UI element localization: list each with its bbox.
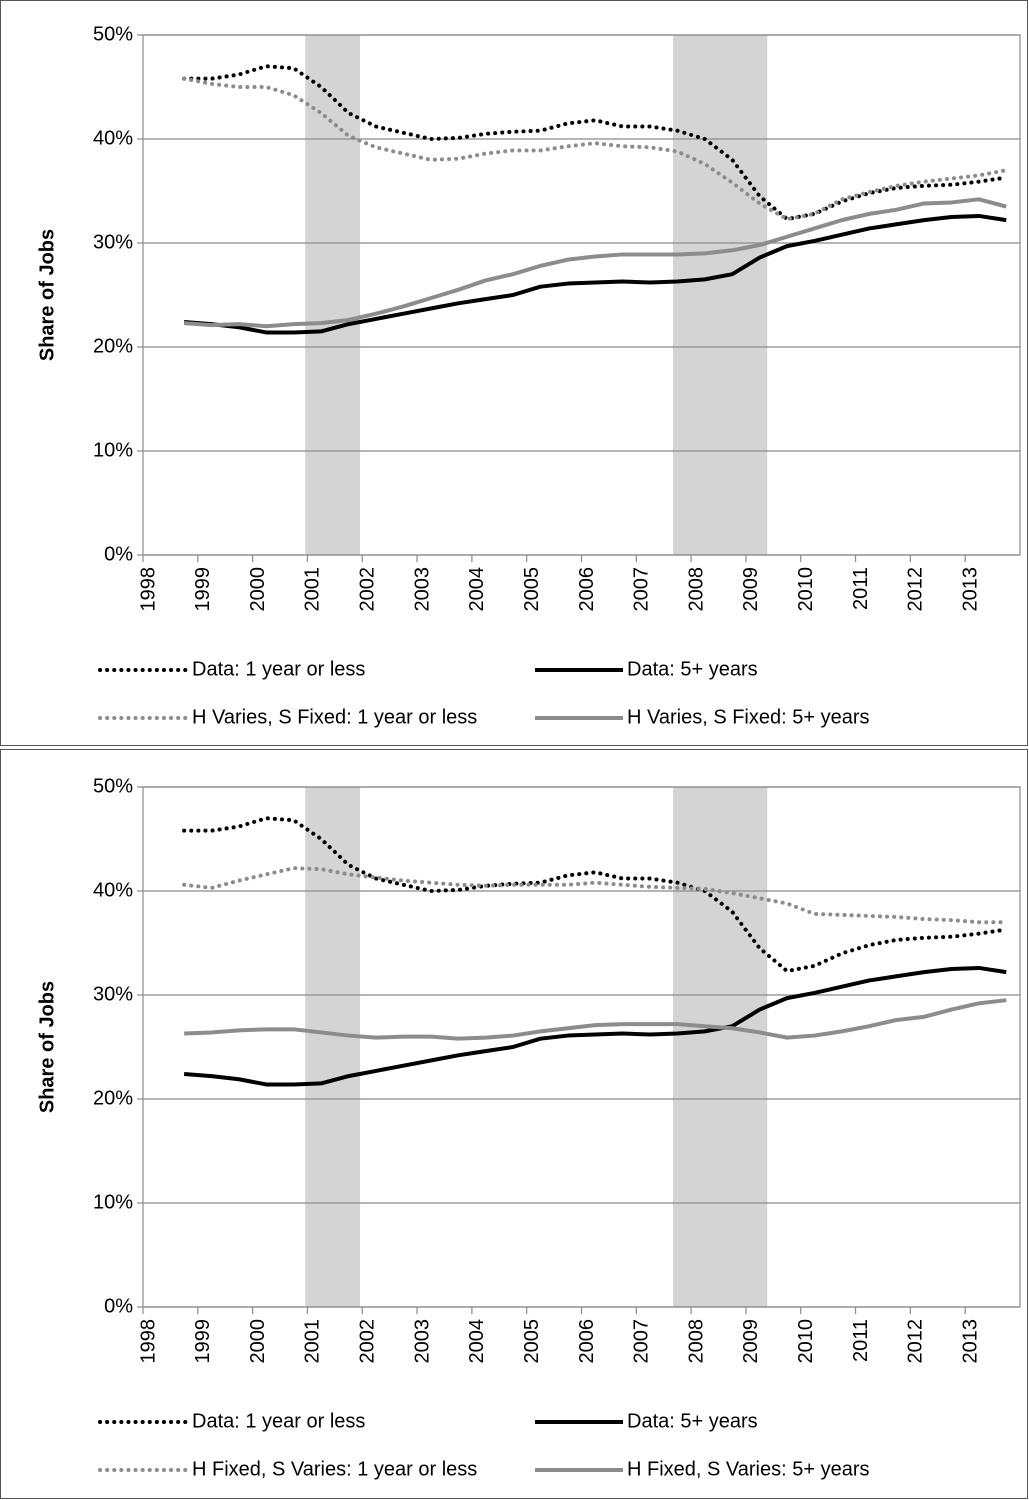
y-tick-label: 40% xyxy=(93,127,133,149)
recession-band xyxy=(673,35,768,555)
x-tick-label: 2006 xyxy=(576,567,598,612)
x-tick-label: 2007 xyxy=(631,1319,653,1364)
legend-label: H Fixed, S Varies: 1 year or less xyxy=(192,1458,477,1480)
y-tick-label: 40% xyxy=(93,879,133,901)
plot-frame xyxy=(142,786,1021,1308)
x-tick-label: 2001 xyxy=(302,567,324,612)
x-tick-label: 2010 xyxy=(795,1319,817,1364)
panel-frame xyxy=(0,0,1028,746)
x-tick-label: 2000 xyxy=(247,1319,269,1364)
x-tick-label: 2012 xyxy=(905,1319,927,1364)
x-tick-label: 2000 xyxy=(247,567,269,612)
x-tick-label: 2009 xyxy=(740,1319,762,1364)
legend-label: H Varies, S Fixed: 1 year or less xyxy=(192,706,477,728)
series-line xyxy=(183,197,1007,329)
y-tick-label: 30% xyxy=(93,983,133,1005)
series-line xyxy=(182,816,1009,974)
x-tick-label: 2008 xyxy=(685,1319,707,1364)
x-tick-label: 1999 xyxy=(192,1319,214,1364)
x-tick-label: 2002 xyxy=(357,567,379,612)
x-tick-label: 2002 xyxy=(357,1319,379,1364)
x-tick-label: 1999 xyxy=(192,567,214,612)
legend-label: H Fixed, S Varies: 5+ years xyxy=(627,1458,870,1480)
x-tick-label: 2005 xyxy=(521,1319,543,1364)
series-line xyxy=(184,998,1007,1041)
legend-label: Data: 1 year or less xyxy=(192,658,365,680)
y-tick-label: 0% xyxy=(104,543,133,565)
x-tick-label: 2001 xyxy=(302,1319,324,1364)
legend-label: Data: 1 year or less xyxy=(192,1410,365,1432)
y-tick-label: 0% xyxy=(104,1295,133,1317)
y-tick-label: 10% xyxy=(93,1191,133,1213)
y-tick-label: 10% xyxy=(93,439,133,461)
y-tick-label: 20% xyxy=(93,335,133,357)
y-tick-label: 20% xyxy=(93,1087,133,1109)
x-tick-label: 1998 xyxy=(137,1319,159,1364)
x-tick-label: 2006 xyxy=(576,1319,598,1364)
x-tick-label: 2013 xyxy=(959,1319,981,1364)
legend-label: Data: 5+ years xyxy=(627,658,758,680)
recession-band xyxy=(673,787,768,1307)
legend-label: H Varies, S Fixed: 5+ years xyxy=(627,706,870,728)
x-tick-label: 2011 xyxy=(850,567,872,610)
x-tick-label: 2003 xyxy=(411,567,433,612)
y-tick-label: 30% xyxy=(93,231,133,253)
y-tick-label: 50% xyxy=(93,23,133,45)
plot-frame xyxy=(142,34,1021,556)
y-axis-label: Share of Jobs xyxy=(36,229,58,361)
series-line xyxy=(183,965,1007,1087)
x-tick-label: 2004 xyxy=(466,567,488,612)
x-tick-label: 2005 xyxy=(521,567,543,612)
legend-label: Data: 5+ years xyxy=(627,1410,758,1432)
x-tick-label: 2011 xyxy=(850,1319,872,1362)
x-tick-label: 2010 xyxy=(795,567,817,612)
x-tick-label: 2003 xyxy=(411,1319,433,1364)
x-tick-label: 2009 xyxy=(740,567,762,612)
x-tick-label: 2008 xyxy=(685,567,707,612)
recession-band xyxy=(305,35,361,555)
series-line xyxy=(182,76,1009,222)
x-tick-label: 2012 xyxy=(905,567,927,612)
x-tick-label: 1998 xyxy=(137,567,159,612)
y-axis-label: Share of Jobs xyxy=(36,981,58,1113)
x-tick-label: 2004 xyxy=(466,1319,488,1364)
y-tick-label: 50% xyxy=(93,775,133,797)
x-tick-label: 2007 xyxy=(631,567,653,612)
x-tick-label: 2013 xyxy=(959,567,981,612)
series-line xyxy=(183,213,1007,335)
panel-frame xyxy=(0,749,1028,1499)
series-line xyxy=(182,64,1009,222)
